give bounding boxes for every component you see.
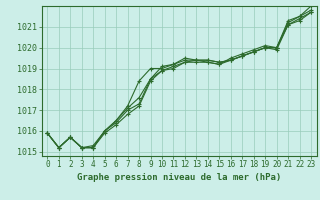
X-axis label: Graphe pression niveau de la mer (hPa): Graphe pression niveau de la mer (hPa) xyxy=(77,173,281,182)
